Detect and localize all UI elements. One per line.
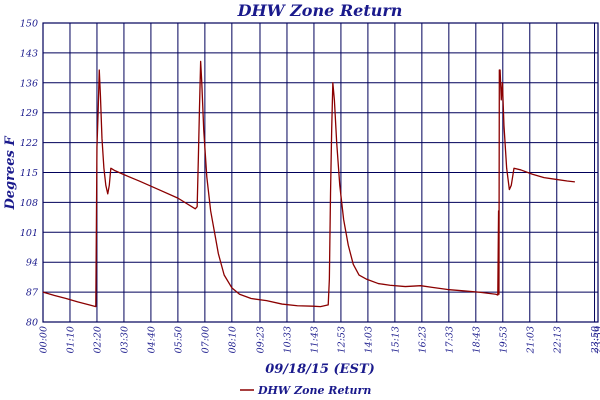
x-tick-label: 22:13 — [552, 326, 563, 354]
legend: DHW Zone Return — [240, 384, 371, 397]
axes — [42, 22, 599, 323]
x-tick-label: 21:03 — [525, 326, 536, 354]
x-tick-label: 05:50 — [173, 326, 184, 353]
x-tick-label: 00:00 — [39, 326, 50, 353]
x-tick-label: 10:33 — [282, 326, 293, 353]
series-line — [42, 60, 575, 308]
y-tick-label: 115 — [20, 168, 38, 179]
series-layer — [42, 60, 575, 308]
x-tick-label: 23:59 — [594, 326, 600, 354]
plot-frame — [42, 22, 599, 323]
y-tick-label: 87 — [26, 288, 39, 299]
x-tick-label: 09:23 — [255, 326, 266, 353]
x-tick-label: 01:10 — [65, 326, 76, 353]
y-tick-label: 108 — [20, 198, 38, 209]
x-tick-label: 11:43 — [309, 326, 320, 353]
x-tick-label: 03:30 — [119, 326, 130, 353]
y-tick-label: 136 — [20, 78, 38, 89]
x-tick-label: 08:10 — [227, 326, 238, 353]
x-axis-ticks: 00:00 01:10 02:20 03:30 04:40 05:50 07:00 08:10… — [39, 326, 600, 354]
y-tick-label: 143 — [20, 48, 38, 59]
x-tick-label: 12:53 — [336, 326, 347, 353]
x-tick-label: 19:53 — [498, 326, 509, 353]
legend-label: DHW Zone Return — [257, 384, 371, 397]
x-tick-label: 02:20 — [92, 326, 103, 353]
x-tick-label: 17:33 — [444, 326, 455, 353]
x-tick-label: 07:00 — [200, 326, 211, 353]
y-tick-label: 129 — [20, 108, 38, 119]
x-tick-label: 16:23 — [417, 326, 428, 353]
y-tick-label: 101 — [20, 228, 38, 239]
x-tick-label: 18:43 — [471, 326, 482, 353]
y-tick-label: 122 — [20, 138, 38, 149]
x-tick-label: 04:40 — [146, 326, 157, 353]
y-tick-label: 150 — [20, 19, 38, 30]
y-tick-label: 80 — [26, 318, 38, 329]
y-tick-label: 94 — [26, 258, 38, 269]
x-tick-label: 14:03 — [363, 326, 374, 353]
x-tick-label: 23:50 — [590, 326, 600, 354]
x-axis-label: 09/18/15 (EST) — [265, 362, 375, 377]
x-tick-label: 15:13 — [390, 326, 401, 353]
chart-title: DHW Zone Return — [237, 1, 403, 20]
y-axis-label: Degrees F — [3, 136, 18, 211]
y-axis-ticks: 80 87 94 101 108 115 122 129 136 143 150 — [20, 19, 39, 329]
grid — [42, 22, 599, 323]
